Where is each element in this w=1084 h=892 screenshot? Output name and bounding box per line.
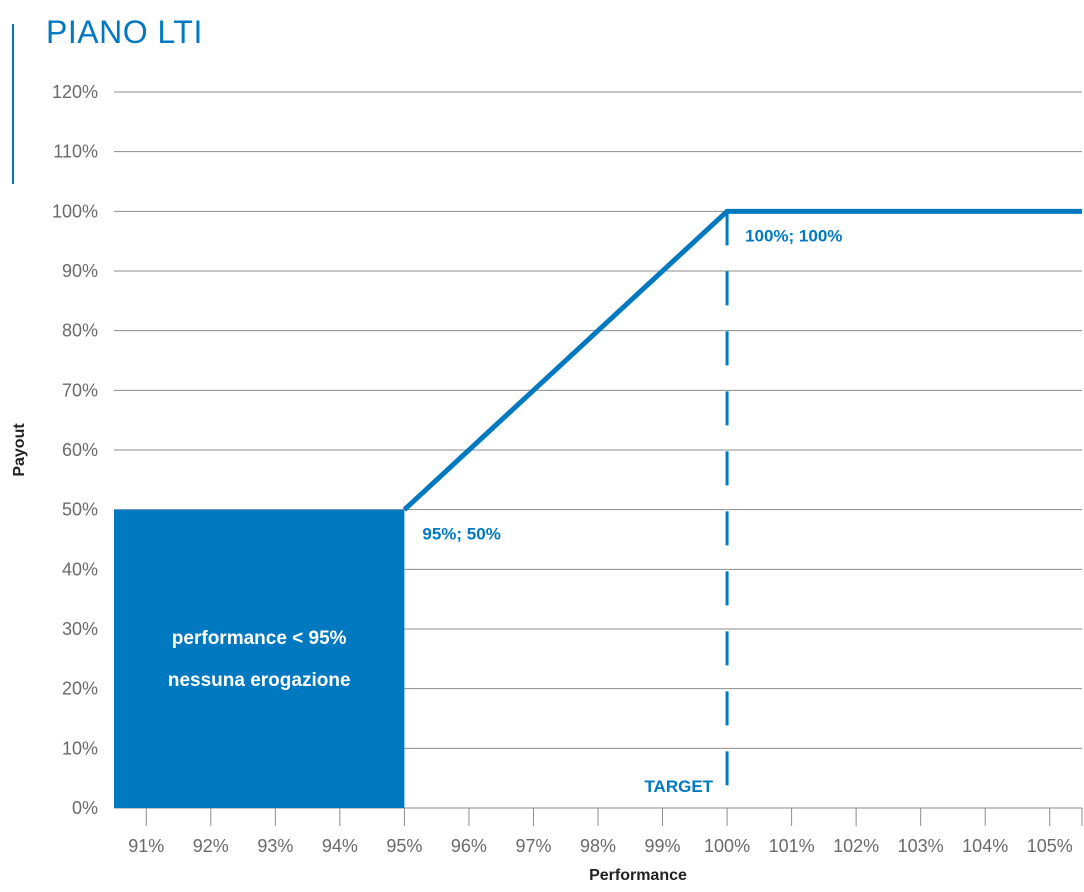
x-tick-label: 97% [515, 836, 551, 856]
y-tick-label: 60% [62, 440, 98, 460]
x-tick-label: 101% [769, 836, 815, 856]
target-label: TARGET [644, 777, 713, 796]
y-tick-label: 80% [62, 321, 98, 341]
x-tick-label: 103% [898, 836, 944, 856]
y-tick-label: 70% [62, 380, 98, 400]
chart-labels: 0% 10% 20% 30% 40% 50% 60% 70% 80% 90% 100% 110% 120… [11, 82, 1073, 884]
x-tick-label: 95% [386, 836, 422, 856]
y-tick-label: 110% [53, 142, 98, 162]
no-payout-box [114, 509, 405, 808]
x-tick-label: 93% [257, 836, 293, 856]
y-tick-label: 30% [62, 619, 98, 639]
x-tick-label: 96% [451, 836, 487, 856]
y-tick-label: 90% [62, 261, 98, 281]
title-accent-bar [12, 24, 14, 184]
y-tick-label: 10% [62, 738, 98, 758]
x-tick-label: 100% [704, 836, 750, 856]
x-axis-title: Performance [589, 867, 687, 884]
x-tick-label: 98% [580, 836, 616, 856]
y-axis-title: Payout [11, 423, 28, 477]
region-label: performance < 95% [172, 628, 347, 649]
payout-line [402, 208, 1082, 512]
x-tick-label: 105% [1027, 836, 1073, 856]
x-tick-label: 99% [645, 836, 681, 856]
x-tick-label: 102% [833, 836, 879, 856]
point-annotation: 100%; 100% [745, 226, 842, 245]
payout-series [402, 208, 1082, 512]
target-marker: TARGET [644, 211, 729, 808]
y-tick-label: 120% [52, 82, 98, 102]
y-tick-label: 0% [72, 798, 98, 818]
x-tick-label: 91% [128, 836, 164, 856]
y-tick-label: 100% [52, 201, 98, 221]
x-tick-label: 104% [962, 836, 1008, 856]
page-title: PIANO LTI [46, 14, 203, 50]
y-tick-label: 40% [62, 559, 98, 579]
x-tick-label: 94% [322, 836, 358, 856]
point-annotation: 95%; 50% [422, 525, 500, 544]
y-tick-label: 20% [62, 679, 98, 699]
region-label: nessuna erogazione [168, 670, 351, 691]
x-tick-label: 92% [193, 836, 229, 856]
no-payout-region: performance < 95% nessuna erogazione [114, 509, 405, 808]
y-tick-label: 50% [62, 500, 98, 520]
